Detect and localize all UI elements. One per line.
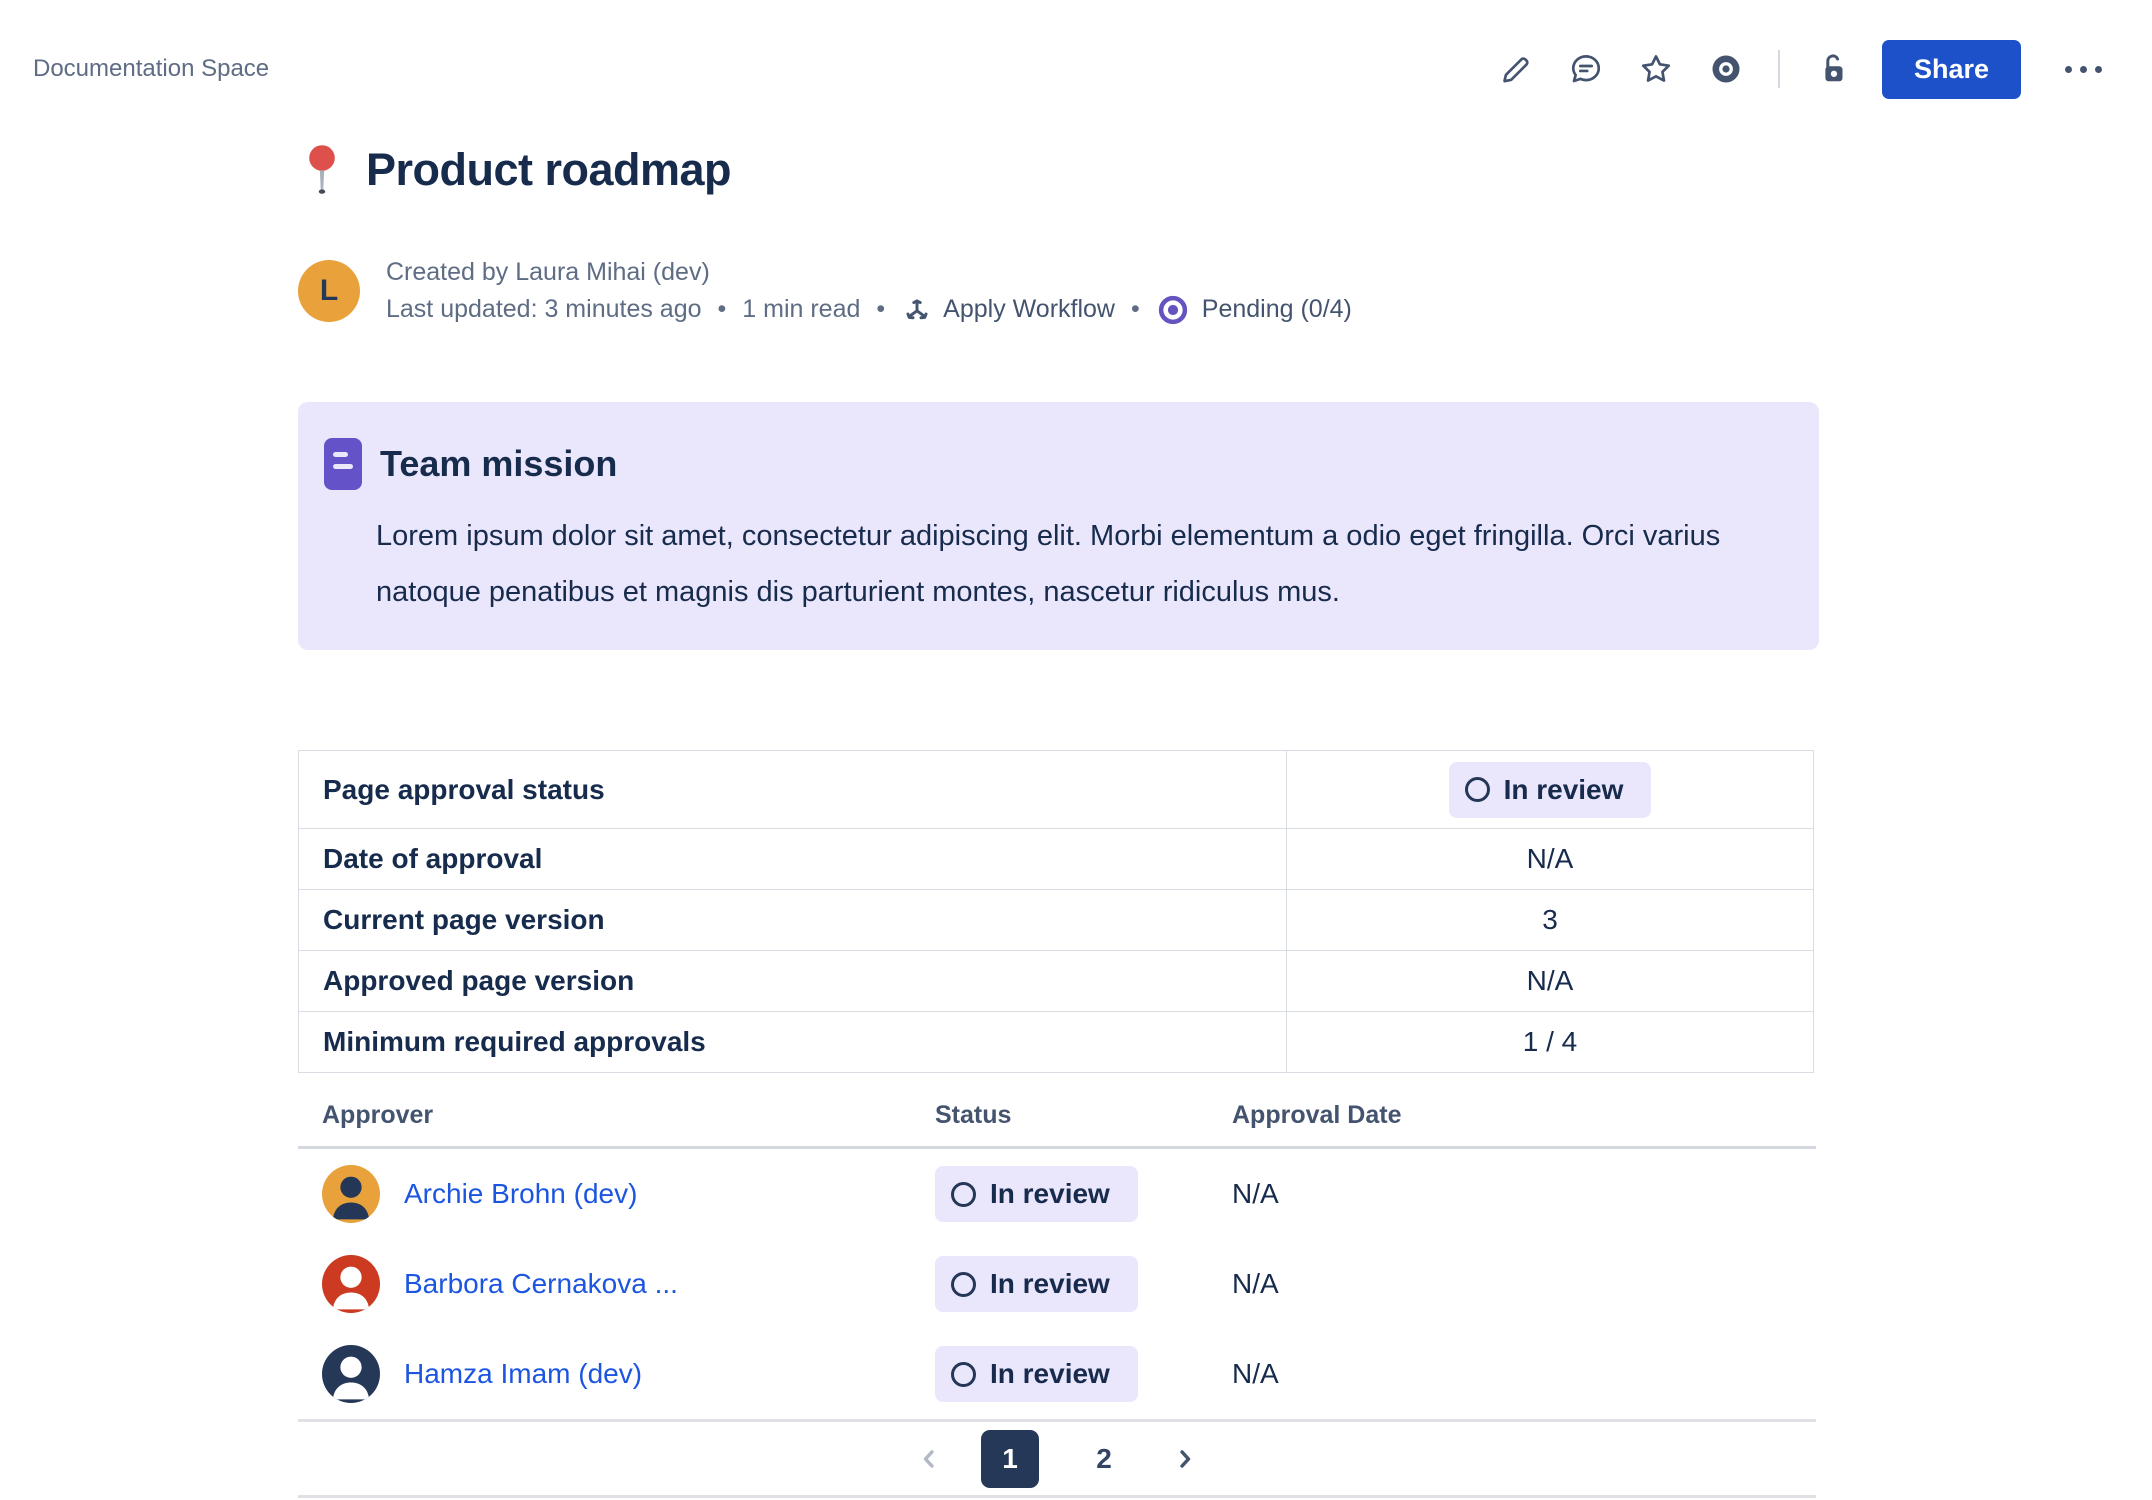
- star-icon[interactable]: [1636, 49, 1676, 89]
- title-row: Product roadmap: [298, 140, 1816, 200]
- approver-avatar[interactable]: [322, 1345, 380, 1403]
- comments-icon[interactable]: [1566, 49, 1606, 89]
- chevron-right-icon[interactable]: [1169, 1443, 1201, 1475]
- last-updated: Last updated: 3 minutes ago: [386, 295, 702, 323]
- row-value: N/A: [1286, 828, 1814, 890]
- pushpin-icon: [298, 141, 346, 199]
- approver-row: Barbora Cernakova ... In review N/A: [298, 1239, 1816, 1329]
- col-approver: Approver: [322, 1101, 434, 1129]
- row-label: Current page version: [298, 889, 1287, 951]
- pending-icon: [1158, 295, 1187, 324]
- approver-row: Archie Brohn (dev) In review N/A: [298, 1149, 1816, 1239]
- pagination: 1 2: [298, 1422, 1816, 1498]
- watch-icon[interactable]: [1706, 49, 1746, 89]
- edit-icon[interactable]: [1496, 49, 1536, 89]
- table-row: Date of approval N/A: [298, 828, 1814, 890]
- approver-name-link[interactable]: Barbora Cernakova ...: [404, 1268, 678, 1299]
- byline: L Created by Laura Mihai (dev) Last upda…: [298, 254, 1816, 328]
- page-content: Product roadmap L Created by Laura Mihai…: [298, 140, 1819, 1498]
- row-label: Date of approval: [298, 828, 1287, 890]
- table-row: Page approval status In review: [298, 750, 1814, 829]
- approvers-rows: Archie Brohn (dev) In review N/A Barbora…: [298, 1149, 1816, 1422]
- note-icon: [324, 438, 362, 490]
- col-status: Status: [935, 1101, 1012, 1129]
- unlock-icon[interactable]: [1812, 49, 1852, 89]
- row-value: 1 / 4: [1286, 1011, 1814, 1073]
- apply-workflow-button[interactable]: Apply Workflow: [901, 291, 1115, 328]
- more-icon[interactable]: [2061, 56, 2106, 83]
- in-review-circle-icon: [951, 1361, 976, 1387]
- approver-name-link[interactable]: Hamza Imam (dev): [404, 1358, 643, 1389]
- approval-status-table: Page approval status In review Date of a…: [298, 750, 1814, 1073]
- approver-avatar[interactable]: [322, 1255, 380, 1313]
- top-bar: Documentation Space Share: [0, 0, 2152, 100]
- read-time: 1 min read: [742, 295, 861, 323]
- page-button-1[interactable]: 1: [981, 1429, 1039, 1488]
- workflow-status-chip[interactable]: Pending (0/4): [1156, 291, 1352, 328]
- approver-avatar[interactable]: [322, 1165, 380, 1223]
- in-review-circle-icon: [951, 1271, 976, 1297]
- approval-date: N/A: [1232, 1358, 1279, 1389]
- table-row: Approved page version N/A: [298, 950, 1814, 1012]
- workflow-status-label: Pending (0/4): [1201, 295, 1352, 323]
- approvers-header: Approver Status Approval Date: [298, 1101, 1816, 1149]
- row-label: Minimum required approvals: [298, 1011, 1287, 1073]
- col-approval-date: Approval Date: [1232, 1101, 1402, 1129]
- panel-title: Team mission: [380, 443, 618, 484]
- in-review-circle-icon: [951, 1181, 976, 1207]
- byline-text: Created by Laura Mihai (dev) Last update…: [386, 254, 1352, 328]
- approver-status-badge: In review: [935, 1346, 1138, 1402]
- row-value: N/A: [1286, 950, 1814, 1012]
- page-actions: Share: [1496, 39, 2106, 99]
- row-label: Approved page version: [298, 950, 1287, 1012]
- chevron-left-icon[interactable]: [913, 1443, 945, 1475]
- page-button-2[interactable]: 2: [1096, 1442, 1112, 1474]
- in-review-circle-icon: [1464, 777, 1490, 802]
- table-row: Minimum required approvals 1 / 4: [298, 1011, 1814, 1073]
- approver-row: Hamza Imam (dev) In review N/A: [298, 1329, 1816, 1419]
- author-avatar[interactable]: L: [298, 260, 360, 322]
- team-mission-panel: Team mission Lorem ipsum dolor sit amet,…: [298, 402, 1819, 650]
- approval-date: N/A: [1232, 1268, 1279, 1299]
- row-label: Page approval status: [298, 750, 1287, 829]
- share-button[interactable]: Share: [1881, 39, 2021, 99]
- workflow-icon: [906, 298, 928, 319]
- approver-status-badge: In review: [935, 1256, 1138, 1312]
- breadcrumb[interactable]: Documentation Space: [33, 55, 270, 82]
- panel-body: Lorem ipsum dolor sit amet, consectetur …: [376, 520, 1721, 608]
- created-by: Created by Laura Mihai (dev): [386, 258, 710, 286]
- toolbar-divider: [1777, 50, 1780, 88]
- approver-name-link[interactable]: Archie Brohn (dev): [404, 1178, 638, 1209]
- row-value: 3: [1286, 889, 1814, 951]
- approver-status-badge: In review: [935, 1166, 1138, 1222]
- approval-date: N/A: [1232, 1178, 1279, 1209]
- page-title: Product roadmap: [366, 144, 732, 195]
- page-status-badge[interactable]: In review: [1448, 761, 1652, 818]
- table-row: Current page version 3: [298, 889, 1814, 951]
